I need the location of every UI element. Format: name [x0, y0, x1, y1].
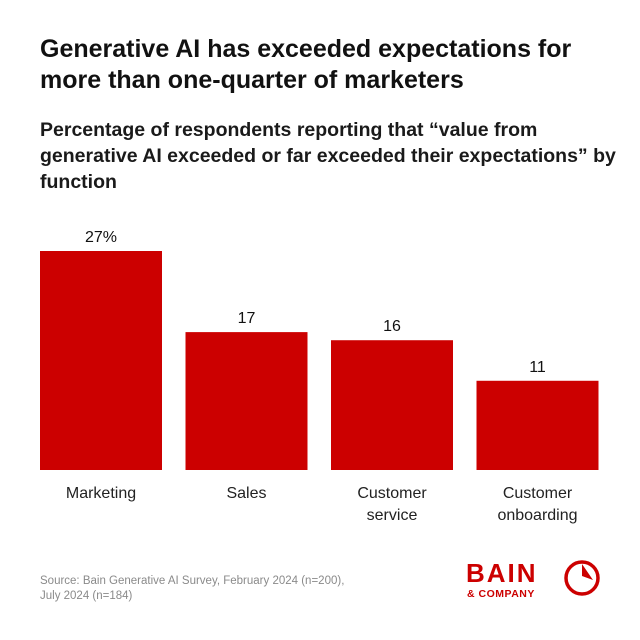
- logo-wordmark: BAIN: [466, 558, 538, 588]
- bar-1: [185, 332, 308, 470]
- bar-chart: 27% Marketing 17 Sales 16 Customer service 11 Cu…: [40, 229, 599, 524]
- bar-value-label: 27%: [85, 229, 117, 246]
- chart-title: Generative AI has exceeded expectations …: [40, 35, 572, 94]
- compass-logo-icon: [564, 560, 600, 596]
- source-line-1: Source: Bain Generative AI Survey, Febru…: [40, 575, 345, 587]
- source-note: Source: Bain Generative AI Survey, Febru…: [40, 574, 400, 604]
- bar-value-label: 11: [529, 359, 546, 376]
- category-label: Marketing: [66, 485, 136, 502]
- category-label: Sales: [226, 485, 266, 502]
- logo-subtext: & COMPANY: [467, 588, 535, 600]
- bar-3: [476, 380, 599, 470]
- chart-subtitle: Percentage of respondents reporting that…: [40, 119, 616, 193]
- bar-0: [40, 251, 162, 470]
- category-label: Customer: [503, 485, 573, 502]
- bain-logo: BAIN & COMPANY: [466, 558, 606, 608]
- bar-2: [331, 340, 453, 470]
- category-label: onboarding: [497, 507, 577, 524]
- category-label: service: [367, 507, 418, 524]
- category-label: Customer: [357, 485, 427, 502]
- bar-value-label: 17: [238, 310, 256, 327]
- source-line-2: July 2024 (n=184): [40, 590, 133, 602]
- bar-value-label: 16: [383, 318, 401, 335]
